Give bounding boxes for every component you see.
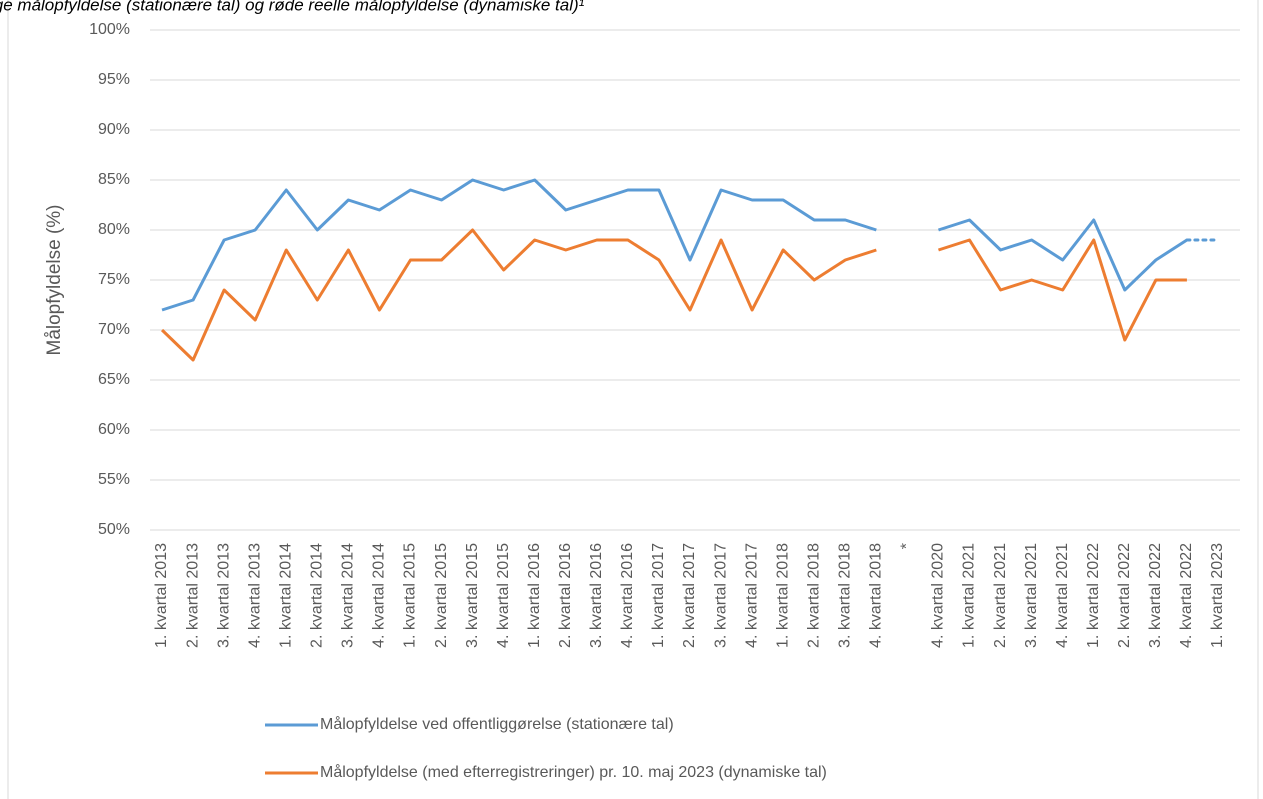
y-tick-label: 50% xyxy=(98,521,130,538)
x-tick-label: 1. kvartal 2016 xyxy=(526,543,543,648)
x-tick-label: 2. kvartal 2013 xyxy=(184,543,201,648)
x-tick-label: 4. kvartal 2015 xyxy=(495,543,512,648)
x-tick-label: 3. kvartal 2016 xyxy=(588,543,605,648)
x-tick-label: * xyxy=(899,543,916,549)
series-line xyxy=(161,178,1188,312)
x-tick-label: 4. kvartal 2020 xyxy=(930,543,947,648)
y-tick-label: 55% xyxy=(98,471,130,488)
x-tick-label: 4. kvartal 2018 xyxy=(868,543,885,648)
x-tick-label: 4. kvartal 2014 xyxy=(371,543,388,648)
series-line xyxy=(160,228,1187,362)
x-tick-label: 2. kvartal 2018 xyxy=(805,543,822,648)
y-tick-label: 85% xyxy=(98,171,130,188)
legend-label: Målopfyldelse (med efterregistreringer) … xyxy=(320,763,827,781)
x-tick-label: 2. kvartal 2016 xyxy=(557,543,574,648)
chart-border xyxy=(7,0,1259,799)
x-tick-label: 1. kvartal 2014 xyxy=(277,543,294,648)
x-tick-label: 3. kvartal 2018 xyxy=(837,543,854,648)
y-tick-label: 90% xyxy=(98,121,130,138)
y-tick-label: 95% xyxy=(98,71,130,88)
x-tick-label: 3. kvartal 2017 xyxy=(712,543,729,648)
x-tick-label: 1. kvartal 2023 xyxy=(1209,543,1226,648)
x-tick-label: 2. kvartal 2015 xyxy=(433,543,450,648)
chart-title: ige målopfyldelse (stationære tal) og rø… xyxy=(0,0,585,14)
x-tick-label: 1. kvartal 2021 xyxy=(961,543,978,648)
x-tick-label: 2. kvartal 2022 xyxy=(1116,543,1133,648)
y-tick-label: 60% xyxy=(98,421,130,438)
x-tick-label: 3. kvartal 2022 xyxy=(1147,543,1164,648)
x-tick-label: 4. kvartal 2017 xyxy=(743,543,760,648)
x-tick-label: 4. kvartal 2016 xyxy=(619,543,636,648)
x-tick-label: 3. kvartal 2013 xyxy=(215,543,232,648)
x-tick-label: 3. kvartal 2021 xyxy=(1023,543,1040,648)
x-tick-label: 2. kvartal 2021 xyxy=(992,543,1009,648)
x-tick-label: 3. kvartal 2014 xyxy=(340,543,357,648)
x-tick-label: 1. kvartal 2015 xyxy=(402,543,419,648)
x-tick-label: 2. kvartal 2017 xyxy=(681,543,698,648)
x-tick-label: 1. kvartal 2018 xyxy=(774,543,791,648)
x-tick-label: 1. kvartal 2013 xyxy=(153,543,170,648)
x-tick-label: 1. kvartal 2017 xyxy=(650,543,667,648)
y-tick-label: 75% xyxy=(98,271,130,288)
y-tick-label: 100% xyxy=(89,21,130,38)
x-tick-label: 4. kvartal 2013 xyxy=(246,543,263,648)
x-tick-label: 2. kvartal 2014 xyxy=(309,543,326,648)
x-tick-label: 4. kvartal 2022 xyxy=(1178,543,1195,648)
legend-label: Målopfyldelse ved offentliggørelse (stat… xyxy=(320,715,674,733)
y-axis-label: Målopfyldelse (%) xyxy=(44,205,65,356)
y-tick-label: 70% xyxy=(98,321,130,338)
x-tick-label: 1. kvartal 2022 xyxy=(1085,543,1102,648)
y-tick-label: 80% xyxy=(98,221,130,238)
y-tick-label: 65% xyxy=(98,371,130,388)
x-tick-label: 4. kvartal 2021 xyxy=(1054,543,1071,648)
x-tick-label: 3. kvartal 2015 xyxy=(464,543,481,648)
